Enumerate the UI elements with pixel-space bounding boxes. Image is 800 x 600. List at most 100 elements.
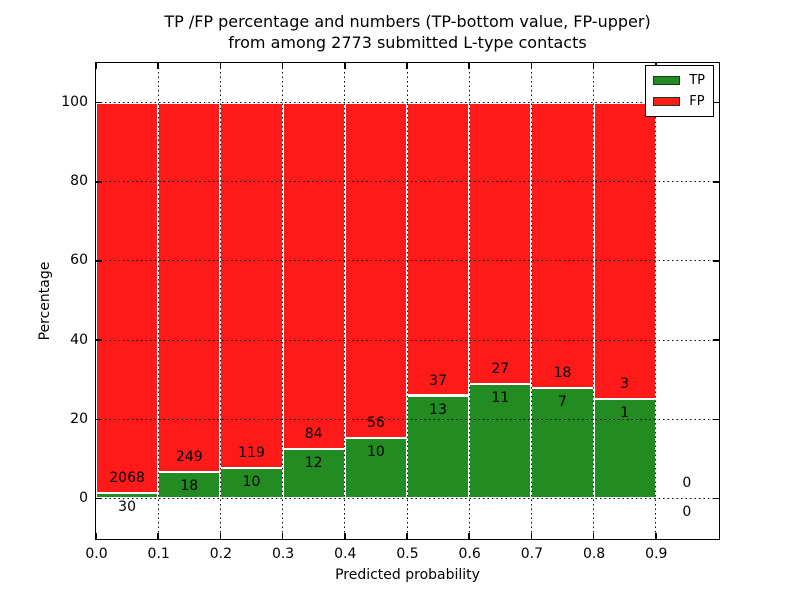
- fp-count-label: 2068: [109, 469, 145, 486]
- legend-label-fp: FP: [689, 94, 705, 109]
- axis-tick-mark: [468, 63, 470, 69]
- axis-tick-mark: [96, 260, 102, 262]
- fp-bar-segment: [344, 102, 407, 439]
- x-tick-label: 0.0: [85, 545, 108, 562]
- x-tick-label: 0.7: [520, 545, 544, 562]
- grid-line-vertical: [219, 63, 221, 539]
- x-tick-label: 0.4: [334, 545, 357, 562]
- grid-line-vertical: [468, 63, 470, 539]
- y-tick-label: 60: [70, 252, 88, 269]
- fp-count-label: 56: [366, 415, 385, 432]
- fp-bar-segment: [96, 102, 159, 493]
- fp-bar-segment: [158, 102, 221, 472]
- plot-area: TP FP 2068 30 249 18 119 10 84 12 56 10 37 13 27 11 18…: [95, 62, 720, 540]
- tp-legend-swatch: [653, 76, 681, 85]
- tp-bar-segment: [593, 399, 656, 499]
- fp-count-label: 119: [238, 444, 265, 461]
- grid-line-vertical: [282, 63, 284, 539]
- tp-count-label: 1: [620, 405, 630, 422]
- grid-line-horizontal: [96, 260, 719, 262]
- legend-label-tp: TP: [689, 73, 705, 88]
- x-tick-label: 0.2: [209, 545, 233, 562]
- tp-bar-segment: [282, 448, 345, 499]
- axis-tick-mark: [713, 101, 719, 104]
- axis-tick-mark: [713, 497, 719, 500]
- grid-line-horizontal: [96, 339, 719, 341]
- axis-tick-mark: [219, 63, 222, 69]
- axis-tick-mark: [713, 260, 719, 262]
- fp-bar-segment: [593, 102, 656, 400]
- axis-tick-mark: [344, 533, 346, 539]
- fp-count-label: 84: [304, 425, 323, 442]
- chart-title: TP /FP percentage and numbers (TP-bottom…: [95, 11, 720, 53]
- fp-bar-segment: [220, 102, 283, 468]
- axis-tick-mark: [96, 181, 102, 183]
- tp-count-label: 7: [558, 393, 567, 410]
- axis-tick-mark: [157, 63, 159, 69]
- y-tick-label: 20: [70, 410, 88, 427]
- axis-tick-mark: [281, 63, 284, 69]
- grid-line-vertical: [406, 63, 408, 539]
- grid-line-vertical: [344, 63, 346, 539]
- tp-count-label: 12: [304, 454, 323, 471]
- fp-bar-segment: [282, 102, 345, 449]
- axis-tick-mark: [406, 63, 408, 69]
- chart-title-line1: TP /FP percentage and numbers (TP-bottom…: [164, 12, 651, 31]
- axis-tick-mark: [592, 533, 595, 539]
- chart-title-line2: from among 2773 submitted L-type contact…: [228, 33, 587, 52]
- legend-item-fp: FP: [653, 91, 705, 112]
- grid-line-horizontal: [96, 102, 719, 104]
- tp-count-label: 10: [242, 473, 261, 490]
- tp-count-label: 30: [118, 498, 137, 515]
- axis-tick-mark: [344, 63, 346, 69]
- axis-tick-mark: [530, 533, 533, 539]
- tp-count-label: 10: [366, 444, 385, 461]
- axis-tick-mark: [713, 339, 719, 341]
- grid-line-vertical: [593, 63, 595, 539]
- tp-count-label: 13: [429, 401, 448, 418]
- fp-count-label: 27: [491, 360, 510, 377]
- y-tick-label: 80: [70, 173, 88, 190]
- axis-tick-mark: [96, 418, 102, 420]
- axis-tick-mark: [406, 533, 408, 539]
- axis-tick-mark: [157, 533, 159, 539]
- tp-bar-segment: [531, 387, 594, 499]
- x-tick-label: 0.8: [582, 545, 606, 562]
- fp-bar-segment: [531, 102, 594, 388]
- axis-tick-mark: [95, 533, 97, 539]
- fp-legend-swatch: [653, 97, 681, 106]
- legend-item-tp: TP: [653, 70, 705, 91]
- x-tick-label: 0.5: [396, 545, 419, 562]
- axis-tick-mark: [95, 63, 97, 69]
- y-tick-label: 0: [79, 489, 88, 506]
- y-tick-label: 100: [61, 94, 88, 111]
- axis-tick-mark: [655, 533, 657, 539]
- x-tick-label: 0.6: [458, 545, 481, 562]
- axis-tick-mark: [713, 181, 719, 183]
- y-tick-label: 40: [70, 331, 88, 348]
- fp-count-label: 249: [175, 448, 203, 465]
- x-tick-label: 0.9: [645, 545, 668, 562]
- x-tick-label: 0.3: [271, 545, 295, 562]
- axis-tick-mark: [281, 533, 284, 539]
- axis-tick-mark: [219, 533, 222, 539]
- fp-bar-segment: [469, 102, 532, 384]
- grid-line-vertical: [655, 63, 657, 539]
- axis-tick-mark: [468, 533, 470, 539]
- tp-bar-segment: [344, 438, 407, 499]
- fp-count-label: 18: [553, 364, 572, 381]
- axis-tick-mark: [592, 63, 595, 69]
- fp-count-label: 37: [429, 372, 448, 389]
- fp-count-label: 0: [682, 475, 692, 492]
- axis-tick-mark: [530, 63, 533, 69]
- axis-tick-mark: [96, 497, 102, 500]
- tp-count-label: 11: [491, 389, 510, 406]
- x-tick-label: 0.1: [147, 545, 170, 562]
- fp-bar-segment: [407, 102, 470, 396]
- axis-tick-mark: [713, 418, 719, 420]
- grid-line-vertical: [157, 63, 159, 539]
- y-axis-label: Percentage: [37, 261, 53, 341]
- fp-count-label: 3: [620, 376, 630, 393]
- grid-line-horizontal: [96, 418, 719, 420]
